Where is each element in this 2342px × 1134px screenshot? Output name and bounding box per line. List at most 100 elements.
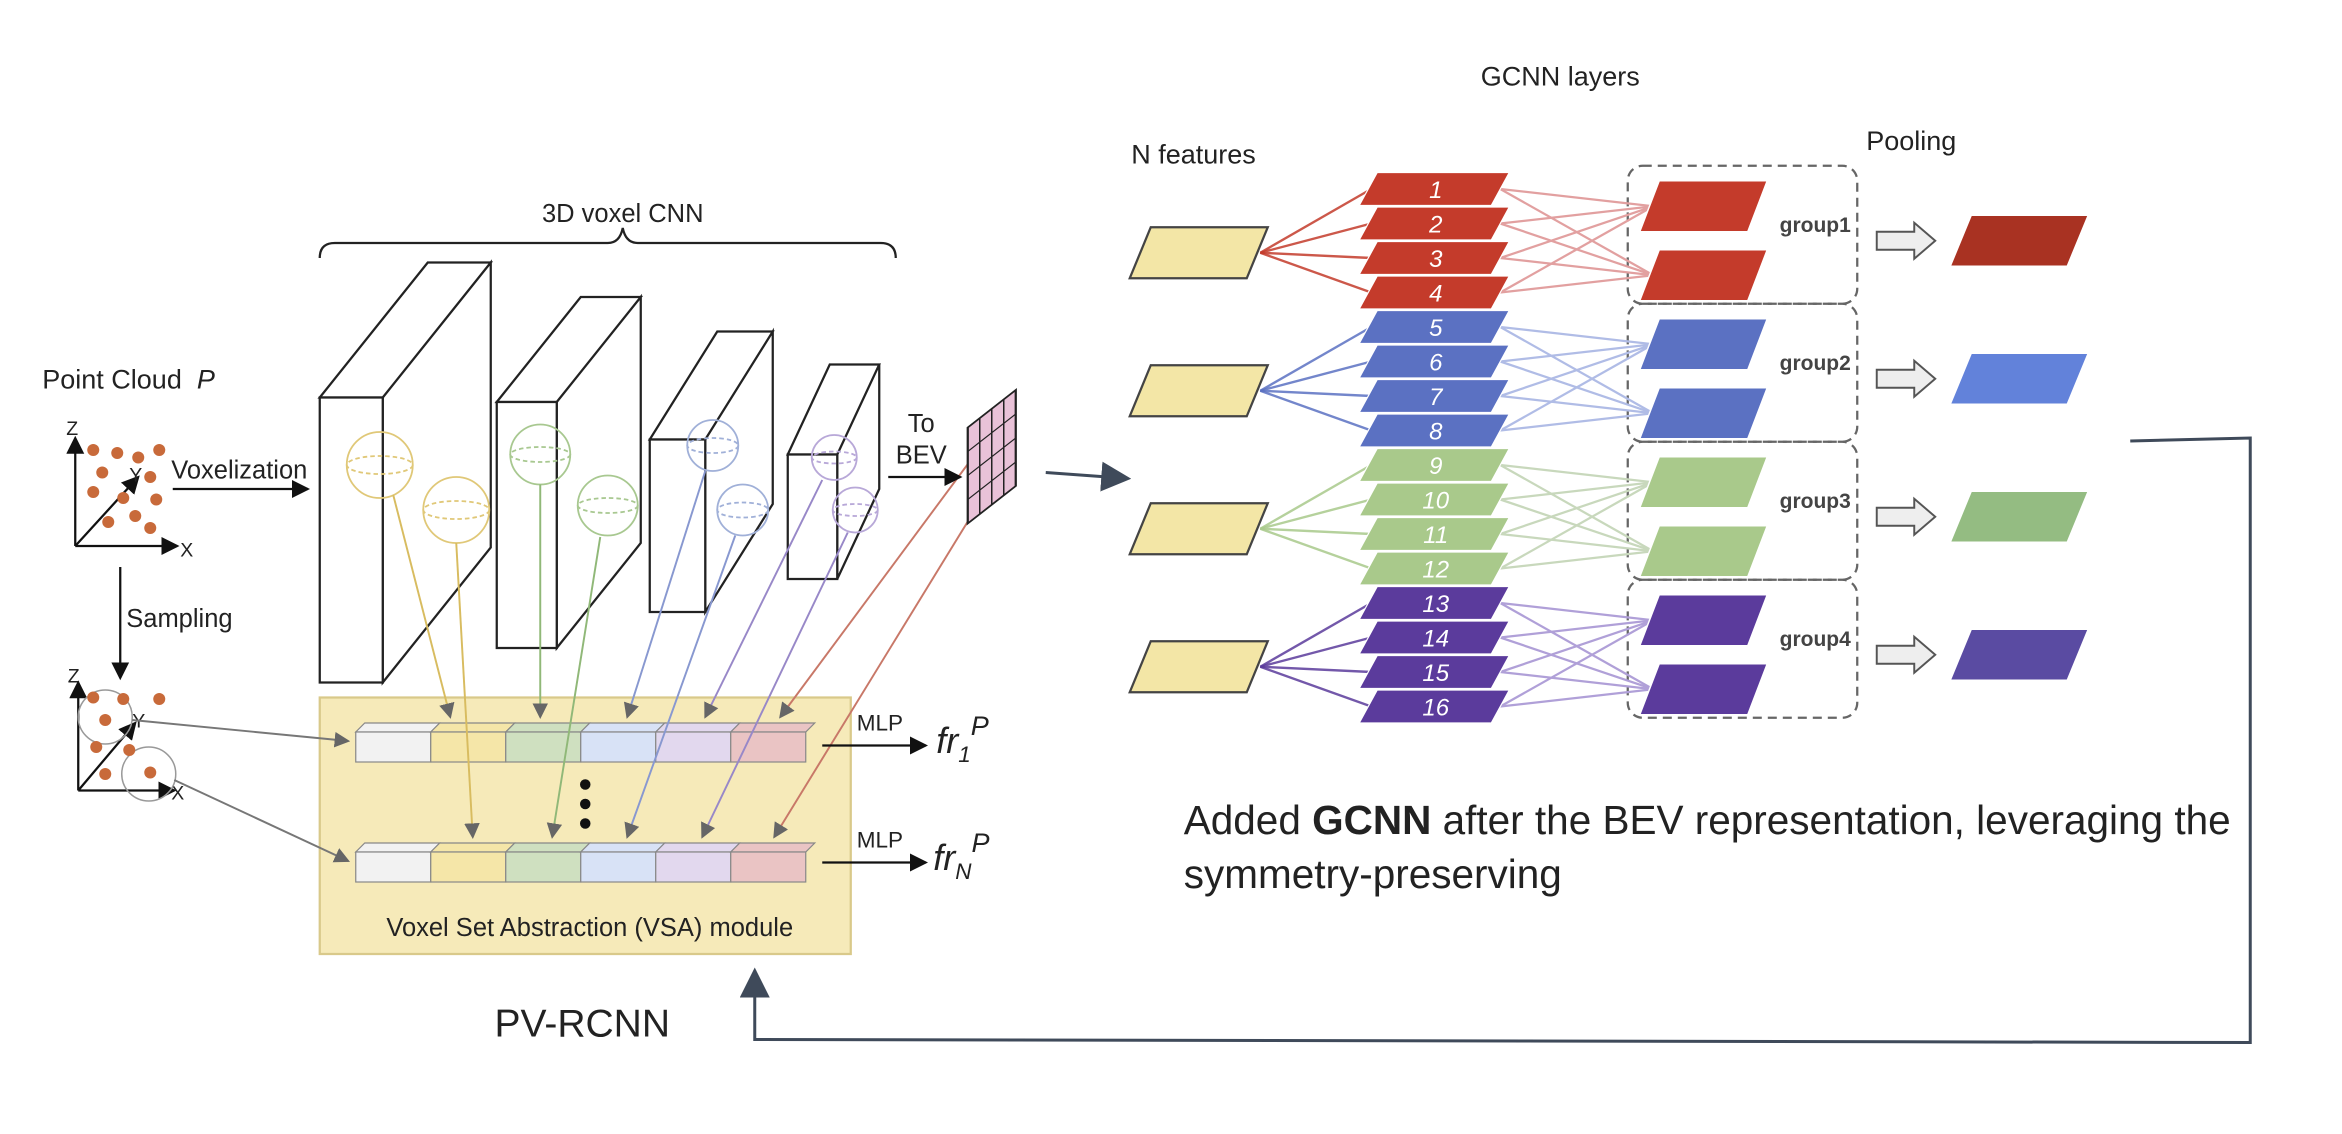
gcnn-layer (1358, 413, 1511, 448)
bar-top (354, 722, 442, 733)
gcnn-layer (1358, 482, 1511, 517)
gcnn-layer (1358, 378, 1511, 414)
bar-segment (730, 851, 807, 883)
gcnn-layer (1358, 585, 1511, 621)
axis-label: Y (129, 465, 142, 487)
layer-number: 9 (1429, 453, 1442, 480)
edge (1259, 187, 1372, 254)
edge (1499, 205, 1654, 260)
input-label: N features (1131, 140, 1256, 170)
vsa-label: Voxel Set Abstraction (VSA) module (386, 914, 793, 942)
edge (1500, 325, 1654, 346)
edge (1500, 601, 1654, 622)
gcnn-title: GCNN layers (1481, 62, 1640, 92)
bar-segment (730, 731, 807, 763)
bev-label: BEV (896, 442, 947, 470)
group-label: group2 (1780, 352, 1851, 375)
group-box (1626, 164, 1859, 305)
group-label: group4 (1780, 628, 1851, 651)
block (495, 400, 558, 650)
layer-number: 5 (1429, 315, 1443, 342)
edge (1500, 256, 1654, 277)
edge (1259, 498, 1372, 530)
gcnn-layer (1358, 620, 1511, 655)
sup: P (972, 828, 990, 858)
bar-top (429, 722, 517, 733)
gcnn-layer (1358, 689, 1511, 724)
bar-segment (580, 731, 657, 763)
base: fr (936, 720, 960, 761)
group-box (1626, 578, 1859, 719)
edge (1499, 481, 1654, 570)
bar-top (579, 722, 667, 733)
gcnn-layer (1358, 551, 1511, 586)
edge (1500, 343, 1654, 363)
output-label: fr1P (936, 711, 989, 767)
bar-top (429, 842, 517, 853)
spheres (345, 419, 879, 544)
axis-label: Z (68, 666, 80, 688)
input-feature (1128, 226, 1270, 280)
block (648, 438, 707, 614)
base: fr (933, 837, 957, 878)
caption: symmetry-preserving (1184, 851, 1562, 897)
group-output (1638, 249, 1769, 302)
caption-bold: GCNN (1312, 797, 1431, 843)
layer-number: 1 (1429, 177, 1442, 204)
gcnn-layer (1358, 171, 1511, 207)
bar-segment (655, 851, 732, 883)
edge (1259, 601, 1372, 668)
edge (1499, 343, 1654, 432)
group-output (1638, 525, 1769, 578)
group-output (1638, 456, 1769, 509)
sampling-label: Sampling (126, 605, 232, 633)
edge (1259, 665, 1372, 708)
gcnn-layer (1358, 275, 1511, 310)
layer-number: 11 (1423, 522, 1448, 549)
edge (1260, 527, 1372, 536)
gcnn-layer (1358, 309, 1511, 345)
points (87, 444, 166, 534)
input-feature (1128, 364, 1270, 418)
input-feature (1128, 640, 1270, 694)
axis-label: Z (66, 418, 78, 440)
axis-label: X (180, 540, 193, 562)
edge (1260, 665, 1372, 674)
caption-text: Added (1184, 797, 1312, 843)
pool-arrow (1875, 358, 1937, 399)
layer-number: 16 (1422, 695, 1449, 722)
edge (1500, 688, 1654, 708)
feature-bars (354, 722, 817, 883)
mlp-label: MLP (857, 711, 903, 736)
group-box (1626, 440, 1859, 581)
edge (1499, 343, 1654, 398)
edge (1499, 205, 1654, 294)
symbol: P (197, 365, 215, 395)
edge (1260, 251, 1372, 260)
bar-top (729, 842, 817, 853)
layer-number: 7 (1429, 384, 1444, 411)
pool-arrow (1875, 220, 1937, 261)
input-feature (1128, 502, 1270, 556)
edge (1500, 187, 1654, 208)
group-output (1638, 387, 1769, 440)
output-label: frNP (933, 828, 989, 884)
pooling-label: Pooling (1866, 126, 1956, 156)
bar-segment (505, 731, 582, 763)
bar-segment (655, 731, 732, 763)
group-label: group1 (1780, 214, 1851, 237)
axis-label: X (171, 783, 184, 805)
arrow (1045, 461, 1132, 492)
pooled-output (1949, 352, 2090, 405)
edge (1500, 532, 1654, 553)
group-box (1626, 302, 1859, 443)
to-label: To (908, 410, 935, 438)
layer-number: 6 (1429, 350, 1443, 377)
points (87, 691, 166, 780)
edge (1259, 251, 1372, 294)
layer-number: 8 (1429, 419, 1443, 446)
bar-top (504, 722, 592, 733)
axes-top (66, 435, 180, 555)
layer-number: 3 (1429, 246, 1443, 273)
